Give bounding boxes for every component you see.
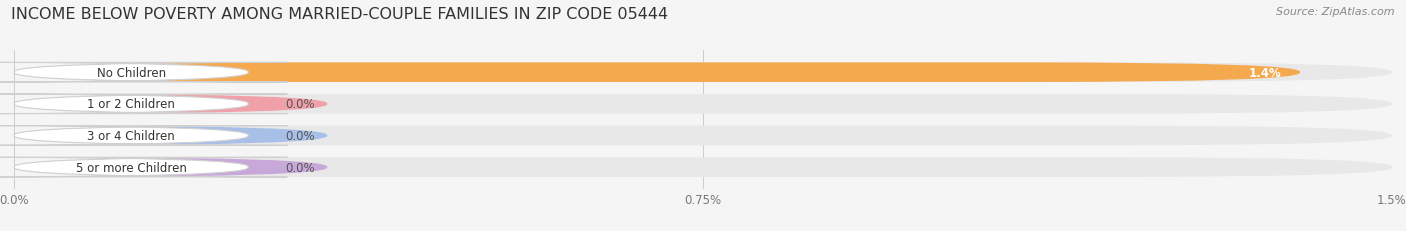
FancyBboxPatch shape [14, 126, 328, 146]
Text: 0.0%: 0.0% [285, 129, 315, 142]
Text: 0.0%: 0.0% [285, 161, 315, 174]
Text: INCOME BELOW POVERTY AMONG MARRIED-COUPLE FAMILIES IN ZIP CODE 05444: INCOME BELOW POVERTY AMONG MARRIED-COUPL… [11, 7, 668, 22]
FancyBboxPatch shape [14, 158, 328, 177]
FancyBboxPatch shape [14, 63, 1392, 83]
FancyBboxPatch shape [0, 126, 287, 146]
Text: Source: ZipAtlas.com: Source: ZipAtlas.com [1277, 7, 1395, 17]
Text: 1.4%: 1.4% [1249, 66, 1282, 79]
FancyBboxPatch shape [14, 126, 1392, 146]
FancyBboxPatch shape [0, 95, 287, 114]
Text: 1 or 2 Children: 1 or 2 Children [87, 98, 176, 111]
FancyBboxPatch shape [14, 95, 1392, 114]
FancyBboxPatch shape [14, 63, 1301, 83]
Text: No Children: No Children [97, 66, 166, 79]
FancyBboxPatch shape [0, 158, 287, 177]
FancyBboxPatch shape [14, 158, 1392, 177]
Text: 5 or more Children: 5 or more Children [76, 161, 187, 174]
FancyBboxPatch shape [0, 63, 287, 83]
Text: 3 or 4 Children: 3 or 4 Children [87, 129, 176, 142]
Text: 0.0%: 0.0% [285, 98, 315, 111]
FancyBboxPatch shape [14, 95, 328, 114]
